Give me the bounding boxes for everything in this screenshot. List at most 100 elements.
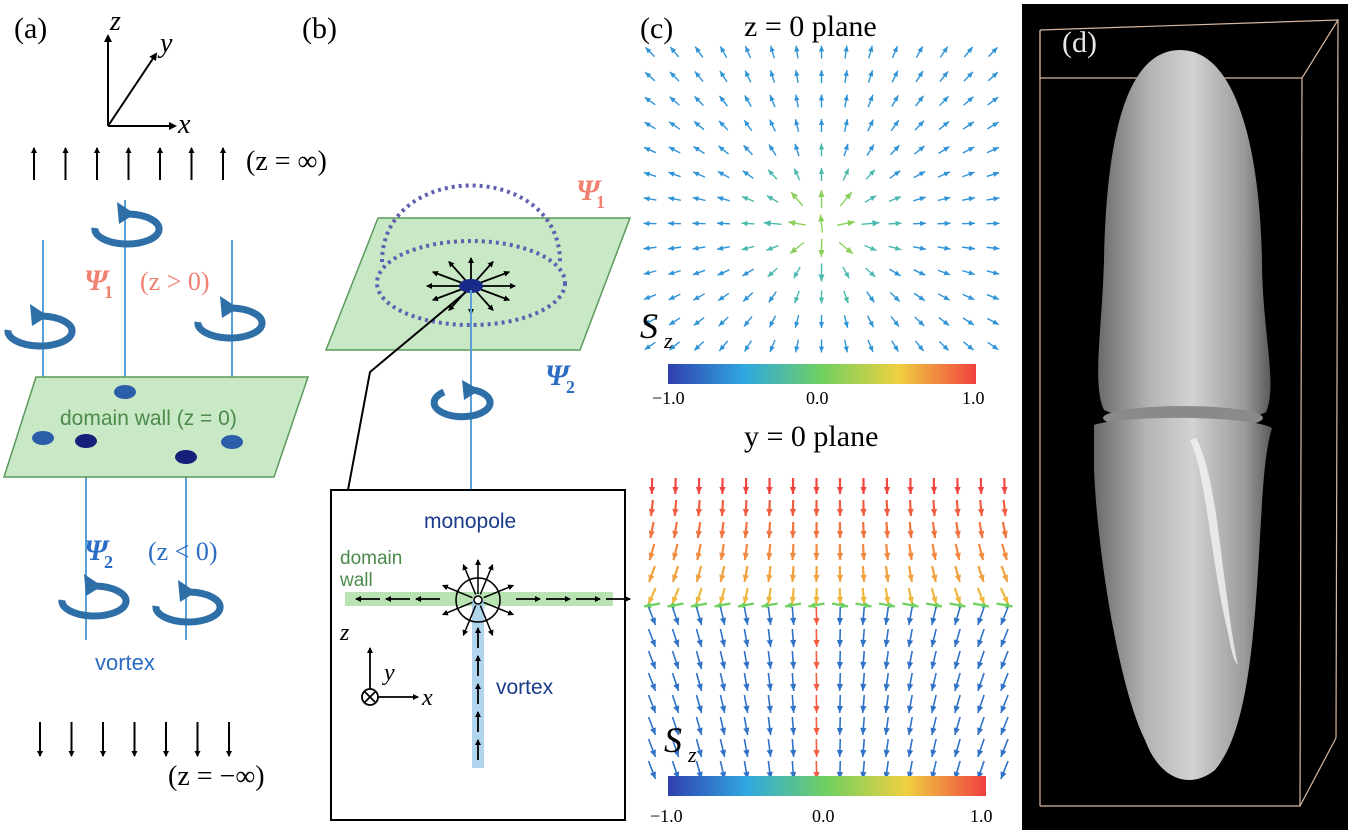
field-arrow-head: [813, 749, 820, 757]
field-arrow-head: [907, 727, 914, 735]
field-arrow-head: [967, 294, 975, 300]
field-arrow-head: [718, 120, 725, 127]
field-arrow-head: [883, 639, 890, 647]
field-arrow-head: [695, 508, 703, 516]
field-arrow-head: [719, 749, 727, 757]
field-arrow-head: [907, 486, 914, 494]
panel-b-circulation-head: [462, 380, 480, 400]
field-arrow-head: [931, 552, 938, 560]
field-arrow-head: [993, 196, 1000, 202]
field-arrow-head: [931, 596, 938, 604]
field-arrow-head: [766, 771, 773, 779]
panel-b-psi1-ring: [375, 239, 567, 327]
field-arrow-head: [894, 245, 902, 251]
monopole-arrow: [475, 290, 494, 311]
field-arrow-head: [742, 552, 749, 560]
field-arrow-head: [907, 749, 914, 757]
field-arrow-head: [694, 96, 701, 103]
field-arrow-head: [766, 727, 773, 735]
field-arrow-head: [717, 196, 724, 202]
field-arrow-head: [648, 486, 656, 494]
field-arrow-head: [719, 508, 726, 516]
field-arrow-head: [668, 245, 675, 251]
field-arrow-head: [693, 319, 701, 326]
field-arrow-head: [944, 220, 951, 227]
panel-a-psi1-symbol: Ψ: [84, 264, 110, 297]
panel-c-bottom-tick-mid: 0.0: [812, 806, 835, 826]
circulation-icon: [58, 582, 130, 620]
circulation-icon: [152, 588, 224, 626]
circulation-arrowhead: [178, 580, 196, 602]
field-arrow-head: [650, 683, 656, 691]
field-arrow-head: [667, 602, 675, 609]
field-arrow-head: [869, 270, 876, 277]
field-arrow-head: [743, 749, 750, 757]
field-arrow-head: [818, 94, 825, 101]
field-arrow-head: [794, 321, 800, 328]
field-arrow-head: [669, 71, 676, 78]
field-arrow-head: [907, 617, 914, 625]
panel-c-top-tick-max: 1.0: [962, 388, 985, 408]
field-arrow-head: [763, 220, 771, 227]
field-arrow-head: [719, 344, 726, 351]
field-arrow-head: [967, 96, 974, 103]
field-arrow-head: [696, 727, 703, 735]
panel-a-axes: [104, 34, 177, 130]
field-arrow-head: [719, 683, 727, 691]
panel-a-psi1-region: (z > 0): [140, 267, 210, 296]
field-arrow-head: [648, 596, 655, 604]
field-arrow-head: [813, 596, 820, 604]
field-arrow-head: [742, 486, 750, 494]
field-arrow-head: [672, 552, 679, 560]
field-arrow-head: [968, 171, 975, 177]
field-arrow-head: [693, 146, 700, 152]
field-arrow-head: [794, 45, 800, 52]
field-arrow-head: [769, 94, 775, 102]
field-arrow-head: [836, 574, 844, 582]
panel-a-axis-z: z: [109, 6, 121, 37]
panel-b-zoom-line: [347, 291, 467, 491]
field-arrow-head: [978, 596, 985, 604]
field-arrow-head: [953, 639, 960, 647]
field-arrow-head: [696, 617, 703, 625]
field-arrow-head: [860, 727, 867, 735]
field-arrow-head: [893, 170, 901, 177]
field-arrow-head: [692, 220, 699, 227]
field-arrow-head: [813, 771, 820, 779]
panel-a-psi1: Ψ 1 (z > 0): [84, 264, 210, 302]
field-arrow-head: [668, 146, 676, 153]
field-arrow-head: [930, 530, 938, 538]
field-arrow-head: [742, 170, 750, 177]
field-arrow-head: [954, 596, 961, 604]
field-arrow-head: [860, 771, 867, 779]
field-arrow-head: [794, 296, 800, 304]
field-arrow-head: [942, 71, 949, 78]
field-arrow-head: [930, 683, 937, 691]
field-arrow-head: [694, 344, 701, 351]
field-arrow-head: [836, 727, 844, 735]
field-arrow-head: [883, 683, 890, 691]
field-arrow-head: [766, 661, 773, 669]
field-arrow-head: [696, 639, 703, 647]
field-arrow-head: [718, 145, 725, 152]
field-arrow-head: [836, 530, 844, 538]
field-arrow-head: [668, 196, 675, 202]
panel-c-bottom-sz-symbol: S: [664, 720, 682, 760]
field-arrow-head: [672, 508, 679, 516]
field-arrow-head: [1000, 683, 1007, 691]
field-arrow-head: [790, 661, 797, 669]
field-arrow-head: [991, 72, 998, 79]
field-arrow-head: [968, 245, 975, 251]
field-arrow-head: [869, 195, 877, 201]
field-arrow-head: [743, 320, 750, 327]
field-arrow-head: [743, 683, 750, 691]
field-arrow-head: [907, 552, 914, 560]
field-arrow-head: [843, 94, 849, 101]
field-arrow-head: [907, 661, 914, 669]
field-arrow-head: [719, 574, 726, 582]
field-arrow-head: [669, 121, 676, 128]
field-arrow-head: [718, 295, 725, 301]
field-arrow-head: [954, 552, 961, 560]
field-arrow-head: [813, 552, 820, 560]
field-arrow-head: [992, 294, 1000, 300]
